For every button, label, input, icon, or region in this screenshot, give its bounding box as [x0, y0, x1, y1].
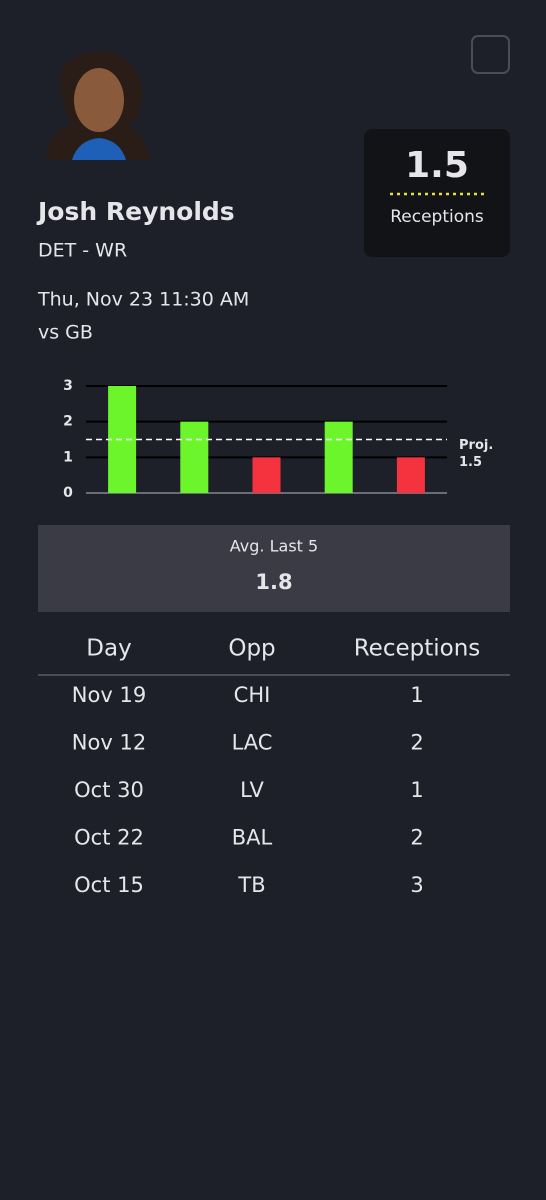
column-header: Receptions [354, 636, 481, 662]
table-cell: Nov 19 [72, 683, 146, 707]
y-tick-label: 1 [63, 449, 73, 465]
table-cell: 1 [410, 683, 423, 707]
table-cell: LV [240, 778, 264, 802]
player-name: Josh Reynolds [36, 197, 235, 226]
column-header: Day [86, 636, 131, 662]
checkbox[interactable] [471, 35, 510, 74]
projection-label: Proj. [459, 438, 493, 453]
table-cell: TB [237, 873, 265, 897]
projection-value-label: 1.5 [459, 455, 482, 470]
bar [180, 421, 209, 493]
table-cell: Oct 15 [74, 873, 144, 897]
bar [324, 421, 353, 493]
average-label: Avg. Last 5 [230, 537, 318, 556]
y-tick-label: 3 [63, 378, 73, 394]
table-cell: 3 [410, 873, 423, 897]
player-photo [46, 51, 150, 160]
bar [396, 457, 425, 493]
y-tick-label: 2 [63, 414, 73, 430]
projection-value: 1.5 [405, 145, 469, 186]
average-value: 1.8 [255, 570, 292, 594]
team-position: DET - WR [38, 240, 127, 262]
projection-stat: Receptions [390, 207, 484, 227]
table-cell: LAC [232, 731, 273, 755]
average-box [38, 525, 510, 612]
table-cell: 2 [410, 826, 423, 850]
table-cell: 1 [410, 778, 423, 802]
table-cell: Nov 12 [72, 731, 146, 755]
projection-box [364, 129, 510, 257]
bar [252, 457, 281, 493]
game-time: Thu, Nov 23 11:30 AM [37, 289, 249, 311]
table-cell: Oct 30 [74, 778, 144, 802]
table-cell: BAL [232, 826, 273, 850]
table-cell: CHI [234, 683, 271, 707]
table-cell: 2 [410, 731, 423, 755]
table-cell: Oct 22 [74, 826, 144, 850]
y-tick-label: 0 [63, 485, 73, 501]
column-header: Opp [228, 636, 275, 662]
opponent: vs GB [38, 322, 93, 344]
